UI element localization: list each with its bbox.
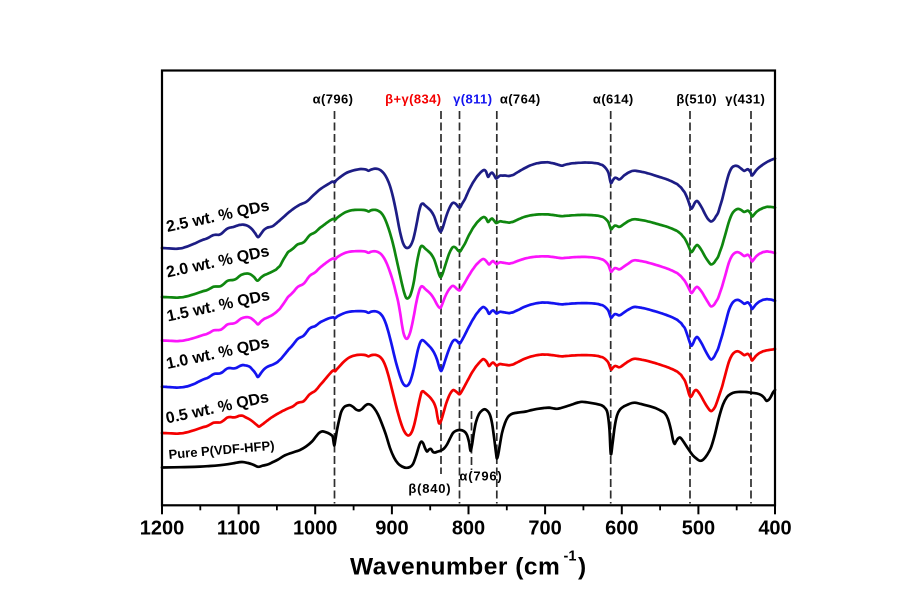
svg-text:): ) [578, 554, 586, 581]
svg-text:α(796): α(796) [459, 469, 502, 484]
svg-text:γ(431): γ(431) [725, 92, 765, 107]
svg-text:600: 600 [605, 518, 638, 540]
svg-text:α(764): α(764) [500, 92, 541, 107]
svg-text:900: 900 [375, 518, 408, 540]
svg-text:β(510): β(510) [676, 92, 717, 107]
svg-text:-1: -1 [564, 549, 577, 565]
svg-text:Wavenumber (cm: Wavenumber (cm [350, 554, 560, 581]
svg-text:α(614): α(614) [593, 92, 634, 107]
svg-text:1200: 1200 [140, 518, 185, 540]
svg-text:1100: 1100 [217, 518, 260, 540]
svg-text:β+γ(834): β+γ(834) [385, 92, 441, 107]
svg-text:γ(811): γ(811) [453, 92, 492, 107]
svg-text:800: 800 [452, 518, 485, 540]
svg-text:β(840): β(840) [408, 481, 451, 496]
svg-text:500: 500 [682, 518, 715, 540]
svg-text:700: 700 [528, 518, 561, 540]
svg-text:400: 400 [758, 518, 791, 540]
svg-text:α(796): α(796) [313, 92, 354, 107]
svg-text:1000: 1000 [293, 518, 338, 540]
